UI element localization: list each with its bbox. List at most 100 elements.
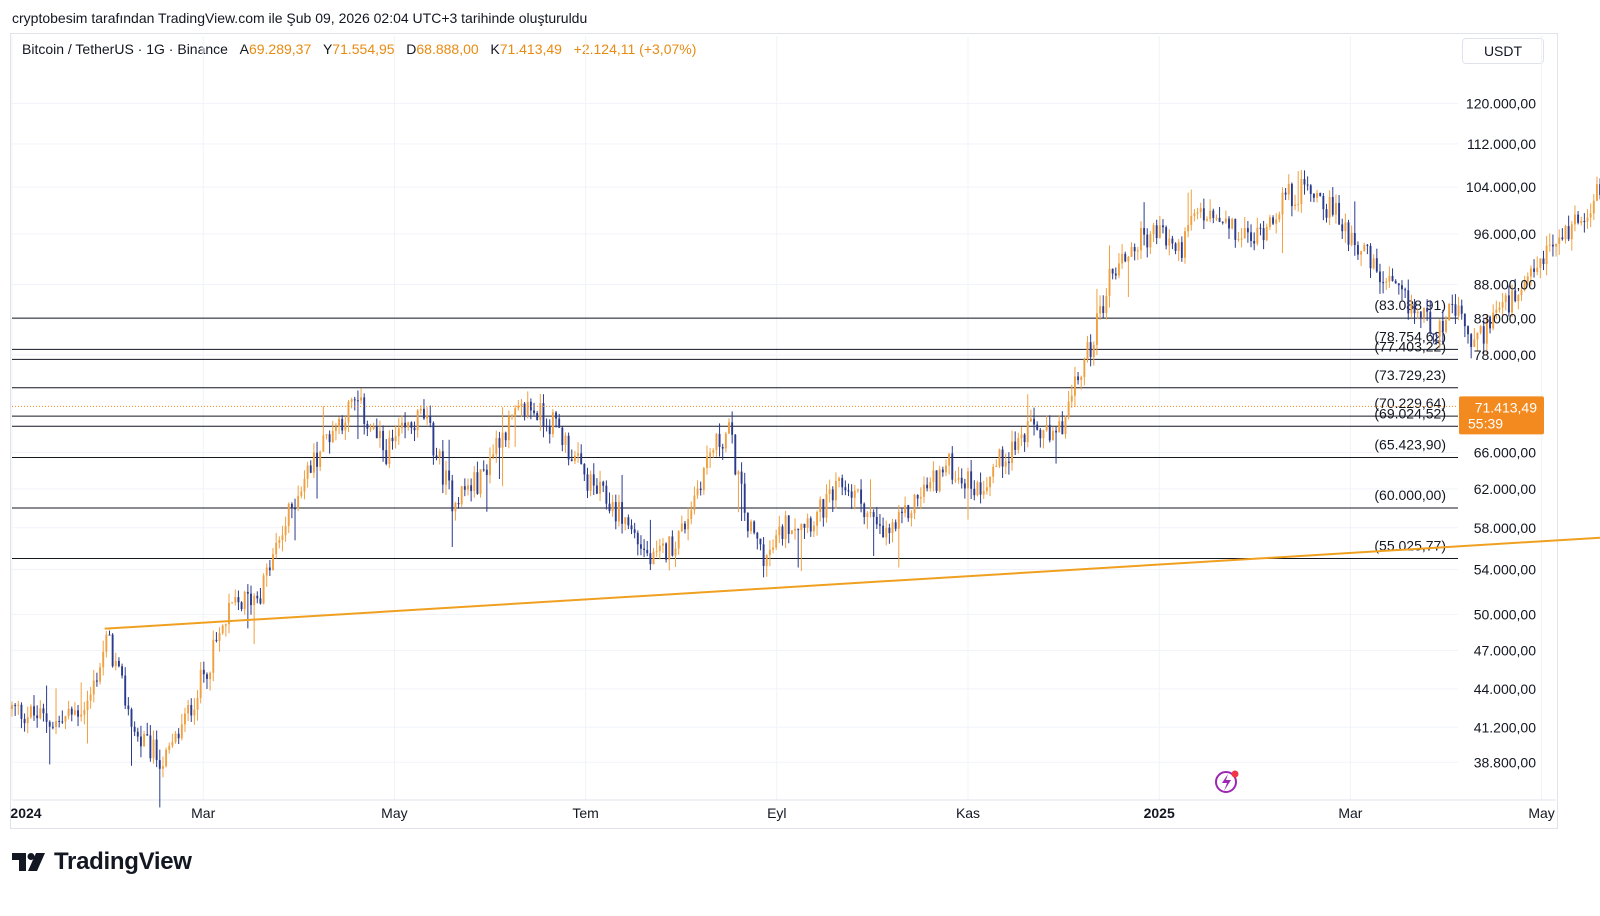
candle-body (514, 408, 517, 417)
x-tick-label: Mar (191, 805, 215, 821)
candle-body (1416, 311, 1419, 314)
candle-body (1281, 192, 1284, 215)
candle-body (1360, 251, 1363, 255)
candle-body (1140, 228, 1142, 251)
open-value: 69.289,37 (248, 41, 312, 57)
candle-body (1551, 244, 1554, 247)
candle-body (1564, 226, 1567, 240)
candle-body (278, 540, 281, 543)
candle-body (234, 597, 237, 603)
candle-body (297, 495, 300, 509)
candle-body (70, 708, 73, 715)
currency-selector[interactable]: USDT (1462, 38, 1544, 64)
candle-body (1215, 217, 1218, 219)
high-value: 71.554,95 (332, 41, 395, 57)
candle-body (888, 527, 891, 534)
candle-body (1558, 237, 1561, 244)
candle-body (158, 760, 161, 769)
level-label: (65.423,90) (1374, 437, 1446, 453)
candle-body (1489, 316, 1491, 329)
candle-body (184, 713, 186, 725)
candle-body (825, 494, 828, 518)
candle-body (772, 547, 774, 550)
candle-body (1294, 204, 1297, 207)
candle-body (1256, 227, 1259, 244)
candle-body (728, 422, 730, 434)
tradingview-logo[interactable]: TradingView (12, 848, 192, 876)
candle-body (1073, 376, 1076, 396)
candle-body (702, 467, 705, 491)
candle-body (860, 489, 863, 504)
bar-countdown: 55:39 (1468, 415, 1503, 431)
candle-body (1312, 193, 1315, 198)
candle-body (967, 471, 969, 489)
candle-body (633, 529, 636, 533)
candle-body (99, 667, 102, 682)
candle-body (1070, 395, 1073, 402)
low-label: D (406, 41, 417, 57)
candle-body (347, 401, 350, 423)
candle-body (580, 453, 583, 465)
candle-body (1363, 244, 1366, 252)
change-value: +2.124,11 (+3,07%) (573, 41, 697, 57)
level-label: (70.229,64) (1374, 395, 1446, 411)
candle-body (784, 515, 787, 540)
candle-body (935, 470, 938, 491)
candle-body (1470, 334, 1473, 347)
candle-body (507, 416, 510, 441)
candle-body (1391, 275, 1394, 281)
candle-body (426, 415, 429, 419)
y-tick-label: 66.000,00 (1474, 444, 1536, 460)
candle-body (555, 412, 557, 419)
candle-body (841, 477, 844, 488)
candle-body (26, 717, 29, 724)
candle-body (117, 660, 120, 667)
candle-body (869, 512, 872, 514)
candle-body (61, 721, 64, 723)
candle-body (636, 532, 639, 545)
candle-body (448, 470, 451, 481)
candle-body (586, 474, 589, 491)
candle-body (268, 567, 271, 571)
candle-body (960, 477, 963, 484)
candle-body (665, 543, 668, 560)
candle-body (224, 624, 227, 626)
candle-body (1548, 244, 1551, 246)
candle-body (1577, 214, 1580, 223)
candle-body (1048, 424, 1051, 441)
candle-body (1259, 227, 1262, 229)
symbol-label[interactable]: Bitcoin / TetherUS · 1G · Binance (22, 41, 228, 57)
candle-body (1246, 228, 1249, 233)
candle-body (498, 438, 501, 448)
candle-body (1089, 342, 1092, 358)
candle-body (1143, 228, 1146, 235)
candle-body (196, 697, 199, 710)
candle-body (136, 731, 139, 737)
candle-body (463, 486, 466, 490)
chart-byline: cryptobesim tarafından TradingView.com i… (12, 10, 588, 26)
lightning-icon[interactable] (1215, 770, 1239, 793)
candle-body (696, 488, 699, 496)
candle-body (476, 472, 479, 494)
candle-body (86, 700, 89, 711)
candle-body (652, 551, 655, 565)
candle-body (460, 486, 463, 505)
candle-body (529, 401, 532, 411)
candle-body (1419, 311, 1422, 318)
candle-body (1300, 179, 1303, 204)
candle-body (1356, 245, 1359, 255)
candle-body (168, 745, 171, 750)
candle-body (875, 516, 878, 525)
candle-body (1573, 214, 1576, 225)
candle-body (630, 525, 633, 530)
candle-body (778, 526, 781, 536)
candle-body (737, 471, 740, 475)
candle-body (45, 713, 48, 722)
candle-body (1146, 234, 1149, 248)
candle-body (48, 721, 51, 727)
candle-body (1570, 224, 1573, 240)
candle-body (1055, 430, 1058, 433)
candle-body (787, 515, 790, 535)
candle-body (1014, 441, 1017, 450)
